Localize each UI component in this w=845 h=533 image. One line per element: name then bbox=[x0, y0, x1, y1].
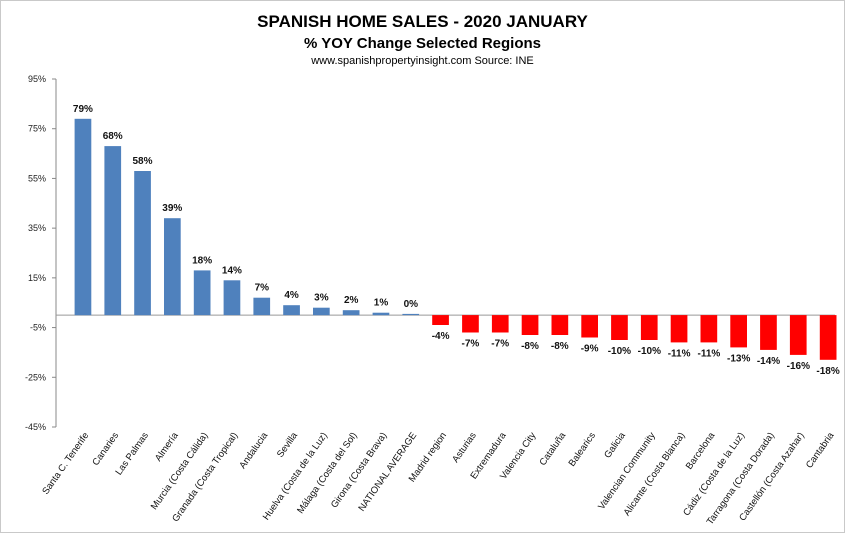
data-label: 1% bbox=[374, 298, 389, 309]
data-label: 39% bbox=[162, 203, 182, 214]
y-tick-label: 75% bbox=[28, 124, 46, 134]
x-category-label: Andalucia bbox=[237, 430, 270, 471]
bar bbox=[640, 315, 658, 340]
chart-title: SPANISH HOME SALES - 2020 JANUARY bbox=[257, 12, 588, 31]
bar bbox=[372, 312, 390, 316]
data-label: -16% bbox=[787, 361, 810, 372]
bar bbox=[521, 315, 539, 335]
data-label: 2% bbox=[344, 295, 359, 306]
data-label: 18% bbox=[192, 255, 212, 266]
bar bbox=[313, 307, 330, 316]
data-label: 68% bbox=[103, 131, 123, 142]
x-category-label: Murcia (Costa Cálida) bbox=[149, 430, 211, 512]
x-category-label: Valencian Community bbox=[596, 430, 658, 512]
y-tick-label: 55% bbox=[28, 173, 46, 183]
bar bbox=[402, 313, 420, 316]
data-label: -10% bbox=[638, 346, 661, 357]
bar bbox=[432, 315, 449, 325]
bar bbox=[253, 297, 271, 316]
bar bbox=[700, 315, 718, 343]
bar bbox=[581, 315, 598, 338]
data-label: -11% bbox=[698, 349, 721, 360]
bar bbox=[462, 315, 479, 333]
data-label: -13% bbox=[727, 354, 750, 365]
y-tick-label: 15% bbox=[28, 273, 46, 283]
bar bbox=[193, 270, 211, 316]
y-tick-label: 35% bbox=[28, 223, 46, 233]
x-category-label: Girona (Costa Brava) bbox=[329, 430, 389, 510]
data-label: 79% bbox=[73, 104, 93, 115]
data-label: 0% bbox=[404, 299, 419, 310]
x-category-label: Galicia bbox=[602, 430, 628, 461]
bar bbox=[223, 280, 241, 316]
data-label: 58% bbox=[132, 156, 152, 167]
chart-subtitle: % YOY Change Selected Regions bbox=[303, 35, 542, 52]
bar bbox=[164, 218, 181, 316]
y-tick-label: -5% bbox=[30, 323, 46, 333]
data-label: 7% bbox=[255, 283, 270, 294]
x-category-label: Canaries bbox=[90, 430, 121, 468]
bar bbox=[730, 315, 747, 348]
chart-source: www.spanishpropertyinsight.com Source: I… bbox=[311, 55, 534, 67]
x-category-label: Balearics bbox=[567, 430, 599, 469]
data-label: -7% bbox=[462, 339, 480, 350]
data-label: -7% bbox=[491, 339, 509, 350]
data-label: 14% bbox=[222, 265, 242, 276]
bar bbox=[74, 118, 92, 316]
data-label: 3% bbox=[314, 293, 329, 304]
bar bbox=[342, 310, 360, 316]
data-label: -4% bbox=[432, 331, 450, 342]
y-tick-label: 95% bbox=[28, 74, 46, 84]
data-label: -10% bbox=[608, 346, 631, 357]
data-label: -9% bbox=[581, 344, 599, 355]
bar bbox=[134, 171, 151, 316]
x-category-label: Alicante (Costa Blanca) bbox=[622, 430, 688, 518]
x-category-label: Cantabria bbox=[804, 430, 837, 471]
bar bbox=[789, 315, 807, 355]
data-label: -18% bbox=[816, 366, 839, 377]
data-label: -14% bbox=[757, 356, 780, 367]
data-label: -8% bbox=[521, 341, 539, 352]
bar bbox=[551, 315, 569, 335]
data-label: -8% bbox=[551, 341, 569, 352]
x-category-label: Cataluña bbox=[537, 430, 568, 468]
bar bbox=[819, 315, 837, 360]
bar bbox=[104, 146, 122, 316]
data-label: -11% bbox=[668, 349, 691, 360]
x-category-label: Sevilla bbox=[275, 430, 300, 460]
bar bbox=[760, 315, 777, 350]
y-tick-label: -45% bbox=[25, 422, 46, 432]
data-label: 4% bbox=[284, 290, 299, 301]
bar bbox=[611, 315, 628, 340]
x-category-label: Asturias bbox=[450, 430, 479, 465]
bar bbox=[491, 315, 509, 333]
x-category-label: Santa C. Tenerife bbox=[40, 430, 91, 496]
bar bbox=[283, 305, 300, 316]
y-tick-label: -25% bbox=[25, 372, 46, 382]
x-category-label: Almería bbox=[153, 430, 181, 464]
bar bbox=[670, 315, 688, 343]
